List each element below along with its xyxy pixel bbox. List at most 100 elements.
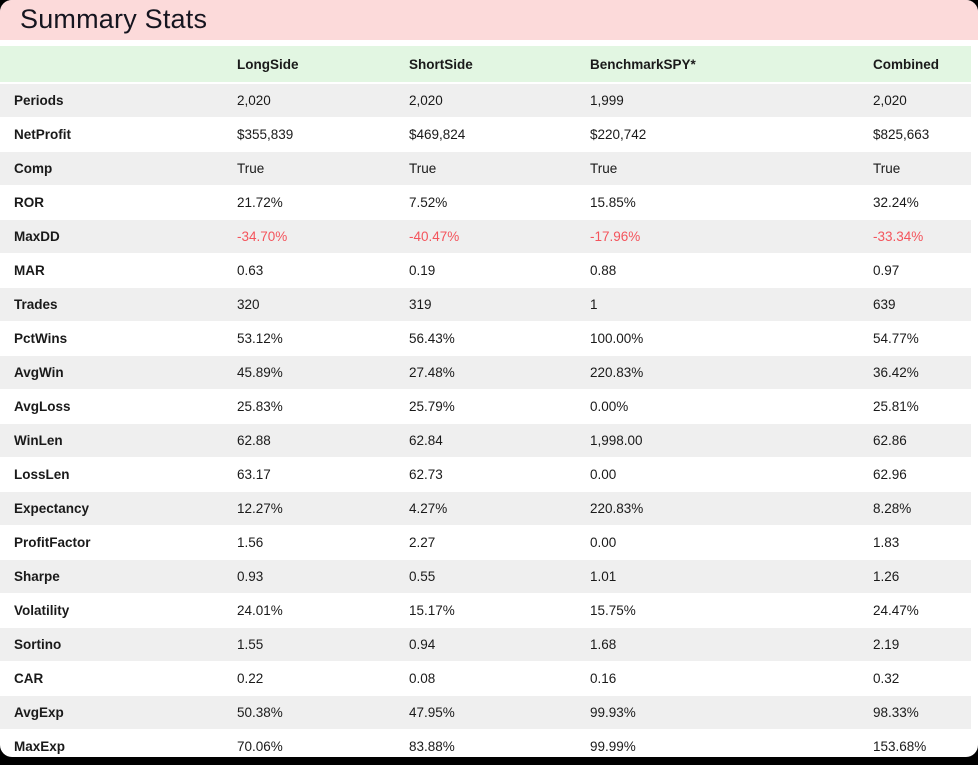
row-value: 21.72% [237,185,409,220]
table-row: Trades 320 319 1 639 [0,287,971,322]
row-label: Comp [0,151,237,186]
row-value: 50.38% [237,695,409,730]
table-row: ProfitFactor 1.56 2.27 0.00 1.83 [0,525,971,560]
table-row: MaxDD -34.70% -40.47% -17.96% -33.34% [0,219,971,254]
row-value: 0.16 [590,661,873,696]
row-label: Sortino [0,627,237,662]
row-value: 53.12% [237,321,409,356]
row-value: 24.01% [237,593,409,628]
row-value: 54.77% [873,321,971,356]
column-header-longside: LongSide [237,46,409,84]
row-value: 2.27 [409,525,590,560]
summary-stats-table: LongSide ShortSide BenchmarkSPY* Combine… [0,46,971,757]
row-value: 24.47% [873,593,971,628]
row-value: 1.55 [237,627,409,662]
row-label: PctWins [0,321,237,356]
table-row: Sortino 1.55 0.94 1.68 2.19 [0,627,971,662]
table-row: ROR 21.72% 7.52% 15.85% 32.24% [0,185,971,220]
row-label: MAR [0,253,237,288]
row-label: ProfitFactor [0,525,237,560]
table-body: Periods 2,020 2,020 1,999 2,020 NetProfit $355… [0,83,971,757]
stats-table-container: LongSide ShortSide BenchmarkSPY* Combine… [0,46,978,757]
row-value: 25.79% [409,389,590,424]
row-label: Expectancy [0,491,237,526]
row-value: 25.81% [873,389,971,424]
row-value: 319 [409,287,590,322]
table-row: MAR 0.63 0.19 0.88 0.97 [0,253,971,288]
table-row: Comp True True True True [0,151,971,186]
row-value: 1.56 [237,525,409,560]
row-value: 0.19 [409,253,590,288]
row-value: 220.83% [590,355,873,390]
row-value: $355,839 [237,117,409,152]
row-value: 1,998.00 [590,423,873,458]
row-value: 83.88% [409,729,590,757]
row-value: 0.00 [590,457,873,492]
row-value: True [590,151,873,186]
row-value: 45.89% [237,355,409,390]
row-value: 27.48% [409,355,590,390]
table-row: AvgExp 50.38% 47.95% 99.93% 98.33% [0,695,971,730]
row-value: 1,999 [590,83,873,118]
row-value: 7.52% [409,185,590,220]
row-value: 0.00 [590,525,873,560]
row-value: 98.33% [873,695,971,730]
table-row: WinLen 62.88 62.84 1,998.00 62.86 [0,423,971,458]
column-header-benchmark: BenchmarkSPY* [590,46,873,84]
row-value: 2,020 [237,83,409,118]
row-value: 0.97 [873,253,971,288]
row-value: 62.84 [409,423,590,458]
row-value: 63.17 [237,457,409,492]
row-value: 320 [237,287,409,322]
column-header-combined: Combined [873,46,971,84]
row-value: 0.32 [873,661,971,696]
row-label: Sharpe [0,559,237,594]
table-row: CAR 0.22 0.08 0.16 0.32 [0,661,971,696]
row-value: 62.73 [409,457,590,492]
row-value: 56.43% [409,321,590,356]
row-value: True [873,151,971,186]
row-value: 1.26 [873,559,971,594]
title-separator [0,40,978,46]
row-value: -33.34% [873,219,971,254]
row-value: -34.70% [237,219,409,254]
table-row: AvgWin 45.89% 27.48% 220.83% 36.42% [0,355,971,390]
row-value: 0.88 [590,253,873,288]
row-value: 47.95% [409,695,590,730]
row-value: 220.83% [590,491,873,526]
page-title: Summary Stats [20,3,208,34]
table-row: Sharpe 0.93 0.55 1.01 1.26 [0,559,971,594]
row-value: 1.01 [590,559,873,594]
row-value: -40.47% [409,219,590,254]
row-value: 25.83% [237,389,409,424]
row-value: 0.63 [237,253,409,288]
row-label: WinLen [0,423,237,458]
row-label: LossLen [0,457,237,492]
row-value: 1.68 [590,627,873,662]
row-value: 100.00% [590,321,873,356]
row-value: 4.27% [409,491,590,526]
row-value: 62.96 [873,457,971,492]
row-value: 0.55 [409,559,590,594]
row-label: Trades [0,287,237,322]
row-value: 1 [590,287,873,322]
table-row: NetProfit $355,839 $469,824 $220,742 $825,66… [0,117,971,152]
row-value: $220,742 [590,117,873,152]
row-value: 15.75% [590,593,873,628]
row-value: 32.24% [873,185,971,220]
row-value: 1.83 [873,525,971,560]
row-value: 99.99% [590,729,873,757]
row-value: 62.88 [237,423,409,458]
row-value: 0.22 [237,661,409,696]
row-value: 99.93% [590,695,873,730]
row-value: -17.96% [590,219,873,254]
row-label: Periods [0,83,237,118]
column-header-metric [0,46,237,84]
row-value: True [237,151,409,186]
title-bar: Summary Stats [0,0,978,40]
row-value: 639 [873,287,971,322]
row-value: 0.08 [409,661,590,696]
table-row: Volatility 24.01% 15.17% 15.75% 24.47% [0,593,971,628]
row-value: 153.68% [873,729,971,757]
